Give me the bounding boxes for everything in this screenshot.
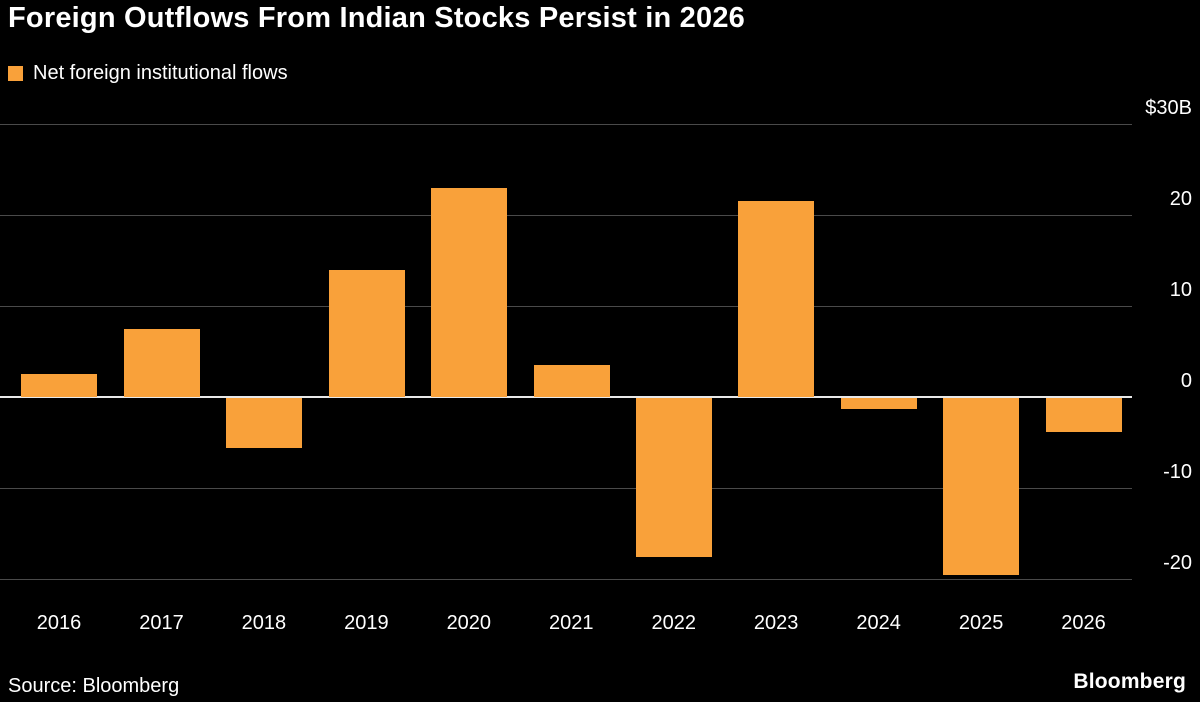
x-tick-label: 2025 (958, 612, 1004, 634)
x-tick-label: 2026 (1061, 612, 1106, 634)
y-tick-label: -20 (1163, 552, 1192, 574)
bar-2022 (635, 398, 712, 558)
bar-2026 (1045, 398, 1122, 432)
bar-2024 (840, 398, 917, 409)
bar-2020 (431, 187, 508, 397)
bar-2025 (943, 398, 1020, 576)
y-tick-label: 20 (1169, 188, 1192, 210)
y-tick-label: -10 (1163, 461, 1192, 483)
gridline (0, 124, 1132, 125)
bar-2023 (738, 201, 815, 397)
gridline (0, 215, 1132, 216)
x-tick-label: 2023 (753, 612, 799, 634)
x-tick-label: 2018 (241, 612, 287, 634)
gridline (0, 306, 1132, 307)
gridline (0, 488, 1132, 489)
gridline (0, 579, 1132, 580)
x-tick-label: 2021 (549, 612, 594, 634)
bloomberg-logo: Bloomberg (1073, 670, 1186, 693)
y-tick-label: 0 (1180, 370, 1192, 392)
bar-2016 (21, 374, 98, 397)
chart-title: Foreign Outflows From Indian Stocks Pers… (8, 2, 745, 34)
legend-swatch (8, 66, 23, 81)
legend: Net foreign institutional flows (8, 62, 288, 85)
y-tick-label: 10 (1169, 279, 1192, 301)
x-tick-label: 2022 (651, 612, 696, 634)
bar-2017 (123, 328, 200, 397)
y-tick-label: $30B (1145, 97, 1192, 119)
x-tick-label: 2016 (36, 612, 82, 634)
x-tick-label: 2019 (344, 612, 389, 634)
legend-label: Net foreign institutional flows (33, 62, 288, 84)
bar-2021 (533, 365, 610, 397)
x-tick-label: 2024 (856, 612, 901, 634)
x-tick-label: 2017 (139, 612, 184, 634)
bar-2018 (226, 398, 303, 449)
source-label: Source: Bloomberg (8, 675, 180, 697)
bar-2019 (328, 269, 405, 397)
zero-axis-line (0, 396, 1132, 398)
x-tick-label: 2020 (446, 612, 492, 634)
